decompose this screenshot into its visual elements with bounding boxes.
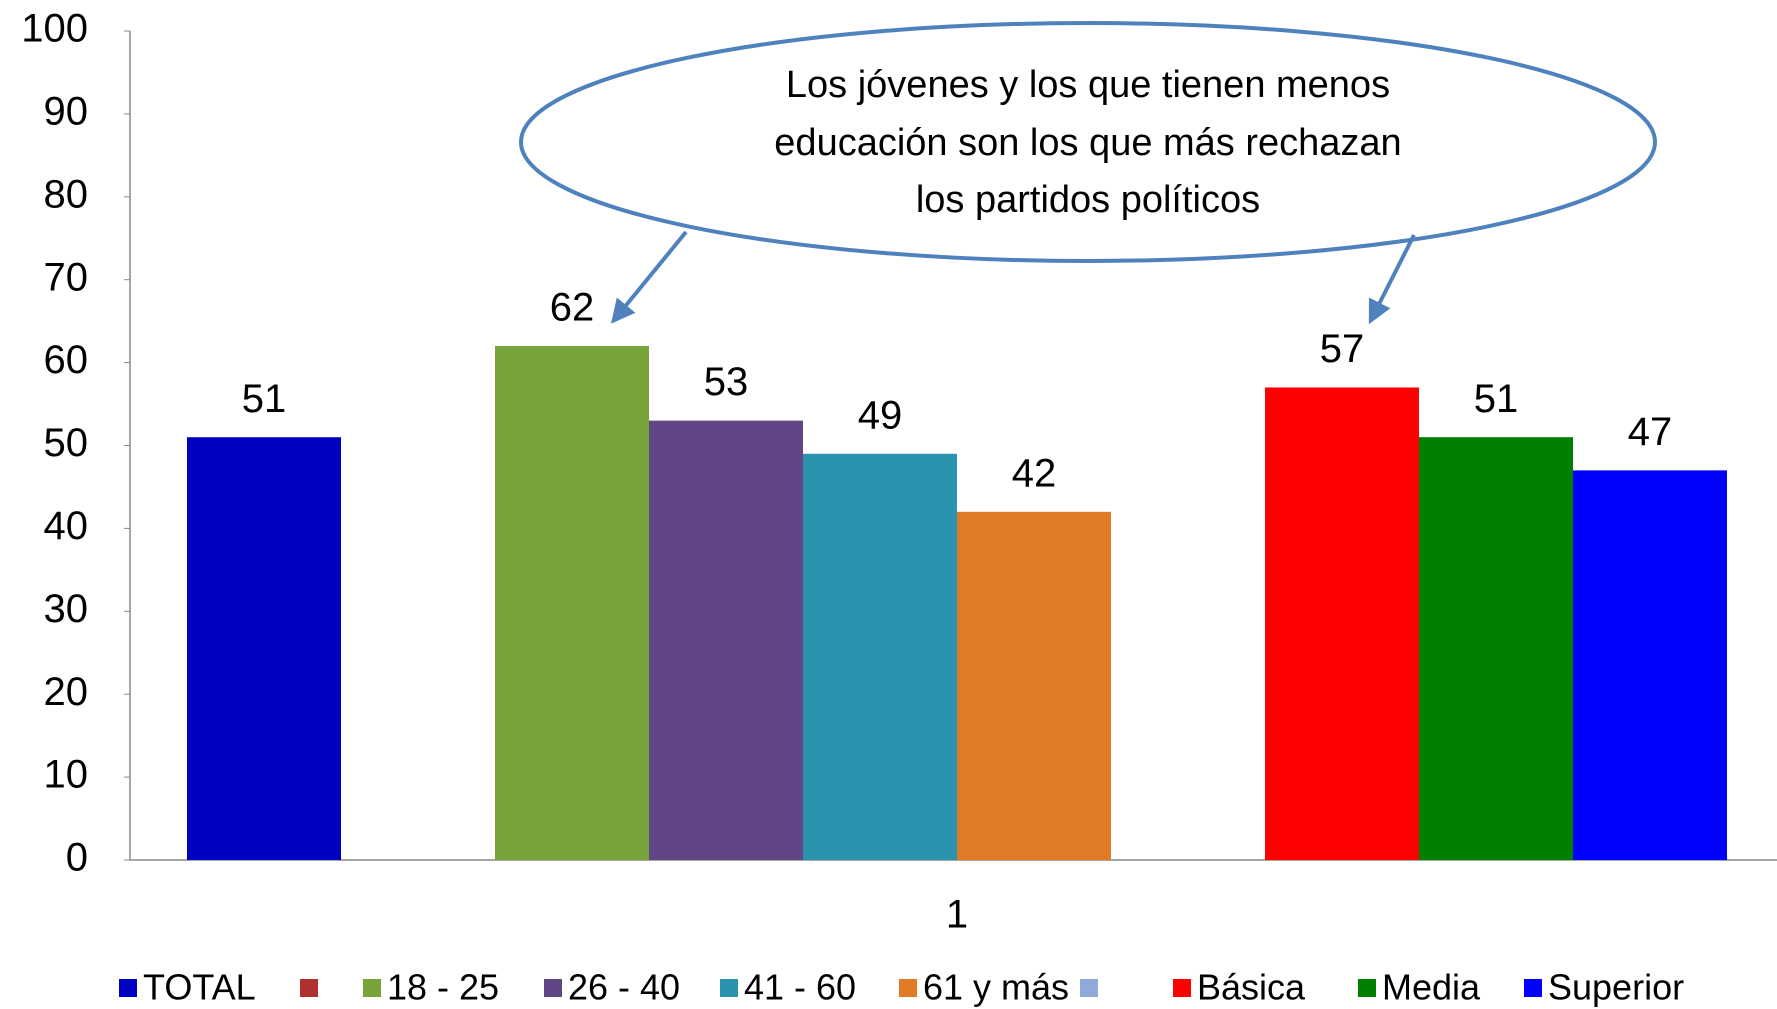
bar	[187, 437, 341, 860]
value-label: 57	[1320, 327, 1365, 371]
value-label: 53	[704, 360, 749, 404]
value-label: 42	[1012, 451, 1057, 495]
annotation: Los jóvenes y los que tienen menos	[786, 64, 1390, 106]
legend-label: 41 - 60	[744, 967, 856, 1008]
y-tick-label: 50	[44, 421, 89, 465]
y-tick-label: 70	[44, 255, 89, 299]
y-tick-label: 30	[44, 587, 89, 631]
legend-swatch	[544, 979, 562, 997]
x-tick-label: 1	[946, 893, 968, 937]
legend-label: 61 y más	[923, 967, 1069, 1008]
legend-label: TOTAL	[143, 967, 256, 1008]
bar	[1573, 470, 1727, 860]
bar	[495, 346, 649, 860]
callout	[519, 21, 1657, 263]
y-tick-label: 100	[21, 7, 88, 51]
legend-label: Media	[1382, 967, 1481, 1008]
legend-swatch	[1080, 979, 1098, 997]
y-tick-label: 20	[44, 670, 89, 714]
legend-swatch	[1358, 979, 1376, 997]
value-label: 51	[1474, 377, 1519, 421]
bar	[803, 453, 957, 860]
legend-swatch	[899, 979, 917, 997]
bar	[1419, 437, 1573, 860]
y-tick-label: 10	[44, 753, 89, 797]
y-tick-label: 90	[44, 89, 89, 133]
legend-swatch	[1524, 979, 1542, 997]
y-tick-label: 40	[44, 504, 89, 548]
bar	[1265, 387, 1419, 860]
bar	[649, 420, 803, 860]
annotation: los partidos políticos	[916, 179, 1260, 221]
annotation: educación son los que más rechazan	[774, 122, 1401, 164]
callout-arrow	[1368, 234, 1416, 325]
legend-label: Básica	[1197, 967, 1306, 1008]
y-tick-label: 80	[44, 172, 89, 216]
legend-swatch	[720, 979, 738, 997]
legend-label: 26 - 40	[568, 967, 680, 1008]
bar	[957, 511, 1111, 860]
legend-label: 18 - 25	[387, 967, 499, 1008]
legend-label: Superior	[1548, 967, 1684, 1008]
legend-swatch	[300, 979, 318, 997]
value-label: 49	[858, 393, 903, 437]
legend-swatch	[1173, 979, 1191, 997]
value-label: 51	[242, 377, 287, 421]
y-tick-label: 60	[44, 338, 89, 382]
value-label: 62	[550, 286, 595, 330]
legend-swatch	[119, 979, 137, 997]
y-tick-label: 0	[66, 836, 88, 880]
legend-swatch	[363, 979, 381, 997]
value-label: 47	[1628, 410, 1673, 454]
callout-arrow	[610, 230, 688, 324]
